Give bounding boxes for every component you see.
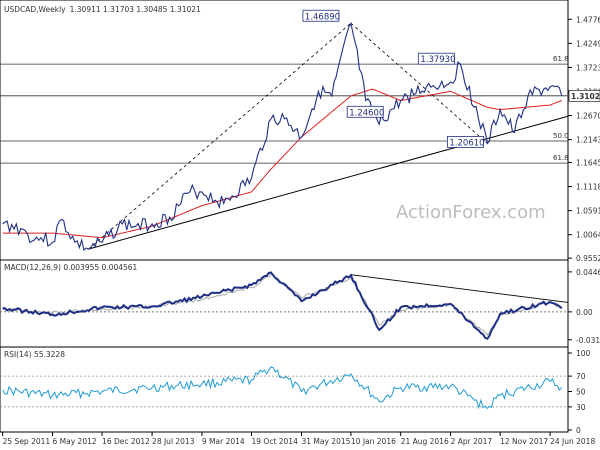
rsi-tick-label: 0 [576,426,581,435]
macd-tick-label: 0.00 [576,308,593,317]
price-tick-label: 1.26700 [576,112,600,121]
main-price-axis: 1.477601.424951.372301.319651.267001.214… [568,15,600,263]
price-tick-label: 1.05910 [576,207,600,216]
price-tick-label: 0.95525 [576,254,600,263]
current-price-box [568,90,600,102]
rsi-tick-label: 70 [576,372,586,381]
rsi-tick-label: 30 [576,403,586,412]
price-annotation-box [302,9,340,22]
rsi-axis: 100 70 50 30 0 [0,349,591,435]
price-tick-label: 1.37230 [576,63,600,72]
chart-title: USDCAD,Weekly 1.30911 1.31703 1.30485 1.3… [4,5,201,14]
price-tick-label: 1.21435 [576,136,600,145]
price-annotation: 1.37930 [417,52,456,65]
price-annotation-box [346,105,384,118]
price-annotation-text: 1.37930 [420,55,455,65]
time-tick-label: 10 Jan 2016 [351,437,396,446]
time-tick-label: 25 Sep 2011 [3,437,51,446]
rsi-panel [0,346,569,433]
price-tick-label: 1.11180 [576,183,600,192]
rsi-line [2,366,563,410]
price-tick-label: 1.16450 [576,158,600,167]
current-price-tag: 1.31021 [568,90,600,102]
current-price-label: 1.31021 [571,92,600,101]
price-annotation-text: 1.46890 [305,12,340,22]
dotted-projection-line [350,22,488,144]
watermark: ActionForex.com [396,202,546,223]
price-tick-label: 1.42495 [576,39,600,48]
time-tick-label: 12 Nov 2017 [500,437,548,446]
rsi-series [2,366,563,410]
price-annotation: 1.24600 [346,105,384,118]
macd-tick-label: -0.031183 [576,336,600,345]
price-annotation-text: 1.24600 [349,108,384,118]
price-annotation-box [417,52,455,65]
price-tick-label: 1.47760 [576,15,600,24]
macd-title: MACD(12,26,9) 0.003955 0.004561 [4,263,138,272]
fib-level-label: 61.8 [553,154,569,162]
rsi-tick-label: 50 [576,388,586,397]
main-panel [0,0,569,261]
time-tick-label: 9 Mar 2014 [202,437,245,446]
macd-divergence-trendline [350,274,569,303]
time-tick-label: 31 May 2015 [301,437,350,446]
macd-trendline [350,274,569,303]
price-annotation-box [446,136,484,148]
price-annotation: 1.46890 [302,9,340,22]
main-series [2,21,563,252]
main-trendlines [88,22,569,250]
rsi-tick-label: 100 [576,349,591,358]
rsi-title: RSI(14) 55.3228 [4,350,65,359]
price-annotation-text: 1.20610 [449,138,484,148]
price-line [2,21,563,252]
macd-tick-label: 0.044642 [576,268,600,277]
time-tick-label: 21 Aug 2016 [401,437,449,446]
fib-level-label: 61.8 [553,55,569,63]
fib-level-label: 50.0 [553,132,569,140]
time-tick-label: 28 Jul 2013 [152,437,195,446]
time-tick-label: 6 May 2012 [53,437,97,446]
macd-axis: 0.044642 0.00 -0.031183 [0,268,600,345]
macd-line [2,271,563,340]
time-tick-label: 16 Dec 2012 [102,437,150,446]
price-annotation: 1.20610 [446,136,485,148]
macd-panel [0,259,569,348]
time-tick-label: 2 Apr 2017 [451,437,493,446]
dotted-projection-line [88,22,352,250]
time-tick-label: 19 Oct 2014 [251,437,298,446]
macd-series [2,271,563,340]
support-trendline [88,115,569,250]
moving-average-line [2,88,562,239]
time-axis: 25 Sep 2011 6 May 2012 16 Dec 2012 28 Jul 2… [2,432,595,446]
main-annotations: 1.46890 1.37930 1.24600 1.20610 [302,9,485,148]
ohlc-text: 1.30911 1.31703 1.30485 1.31021 [70,5,201,14]
symbol-text: USDCAD,Weekly [4,5,66,14]
time-tick-label: 24 Jun 2018 [550,437,595,446]
